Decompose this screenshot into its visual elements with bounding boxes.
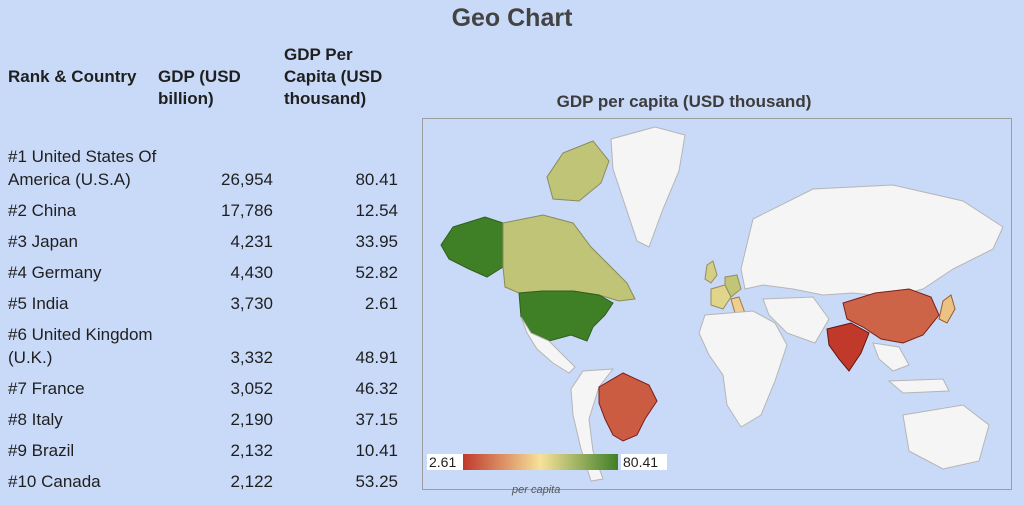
legend-gradient-bar [463,454,618,470]
table-header: Rank & Country GDP (USD billion) GDP Per… [8,44,403,116]
cell-gdp: 2,122 [230,472,273,491]
table-row: #1 United States Of America (U.S.A) 26,95… [8,116,403,193]
cell-gdp-per-capita: 52.82 [355,263,398,282]
gdp-table: Rank & Country GDP (USD billion) GDP Per… [8,44,403,495]
region-australia[interactable] [902,404,990,470]
legend-max-label-bg [621,454,667,470]
cell-rank-country: #1 United States Of America (U.S.A) [8,147,157,189]
table-body: #1 United States Of America (U.S.A) 26,95… [8,116,403,495]
cell-rank-country: #7 France [8,379,85,398]
legend-caption: per capita [512,484,561,496]
region-southeast-asia[interactable] [872,342,910,372]
cell-rank-country: #9 Brazil [8,441,75,460]
region-japan[interactable] [938,294,956,324]
cell-gdp: 17,786 [221,201,273,220]
cell-gdp: 4,430 [230,263,273,282]
table-row: #9 Brazil 2,132 10.41 [8,433,403,464]
table-row: #3 Japan 4,231 33.95 [8,224,403,255]
map-title: GDP per capita (USD thousand) [556,92,812,111]
table-row: #2 China 17,786 12.54 [8,193,403,224]
region-eurasia[interactable] [740,184,1004,298]
cell-gdp-per-capita: 37.15 [355,410,398,429]
region-brazil[interactable] [598,372,658,442]
cell-gdp-per-capita: 48.91 [355,348,398,367]
header-gdp: GDP (USD billion) [158,67,241,108]
world-map-svg[interactable]: 2.61 80.41 [423,119,1011,489]
legend-max-label: 80.41 [623,454,658,470]
region-germany[interactable] [724,274,742,298]
table-row: #5 India 3,730 2.61 [8,286,403,317]
cell-gdp-per-capita: 46.32 [355,379,398,398]
cell-gdp-per-capita: 33.95 [355,232,398,251]
cell-gdp: 2,132 [230,441,273,460]
table-row: #4 Germany 4,430 52.82 [8,255,403,286]
legend-min-label-bg [427,454,463,470]
cell-gdp-per-capita: 10.41 [355,441,398,460]
table-row: #8 Italy 2,190 37.15 [8,402,403,433]
region-south-america[interactable] [570,368,615,482]
cell-gdp-per-capita: 53.25 [355,472,398,491]
header-gdp-per-capita: GDP Per Capita (USD thousand) [284,45,383,108]
cell-gdp: 2,190 [230,410,273,429]
region-greenland[interactable] [610,126,686,248]
legend-min-label: 2.61 [429,454,456,470]
region-united-kingdom[interactable] [704,260,718,284]
cell-rank-country: #2 China [8,201,77,220]
cell-gdp-per-capita: 80.41 [355,170,398,189]
region-canada[interactable] [502,214,636,302]
table-row: #10 Canada 2,122 53.25 [8,464,403,495]
cell-gdp: 3,730 [230,294,273,313]
cell-gdp: 26,954 [221,170,273,189]
region-alaska[interactable] [440,216,504,278]
region-middle-east[interactable] [762,296,830,344]
cell-gdp-per-capita: 2.61 [364,294,398,313]
region-france[interactable] [710,284,732,310]
cell-rank-country: #10 Canada [8,472,101,491]
cell-rank-country: #6 United Kingdom (U.K.) [8,325,153,367]
header-rank-country: Rank & Country [8,67,137,86]
page-title: Geo Chart [451,4,573,32]
cell-rank-country: #5 India [8,294,69,313]
region-africa[interactable] [698,310,788,428]
geo-map[interactable]: 2.61 80.41 [422,118,1012,490]
cell-rank-country: #8 Italy [8,410,63,429]
region-mexico[interactable] [520,316,576,374]
cell-rank-country: #4 Germany [8,263,102,282]
cell-gdp: 3,332 [230,348,273,367]
cell-gdp-per-capita: 12.54 [355,201,398,220]
cell-rank-country: #3 Japan [8,232,78,251]
cell-gdp: 3,052 [230,379,273,398]
cell-gdp: 4,231 [230,232,273,251]
region-indonesia[interactable] [887,378,950,394]
region-canada-arctic-islands[interactable] [546,140,610,202]
table-row: #7 France 3,052 46.32 [8,371,403,402]
table-row: #6 United Kingdom (U.K.) 3,332 48.91 [8,317,403,371]
region-india[interactable] [826,322,870,372]
region-china[interactable] [842,288,940,344]
